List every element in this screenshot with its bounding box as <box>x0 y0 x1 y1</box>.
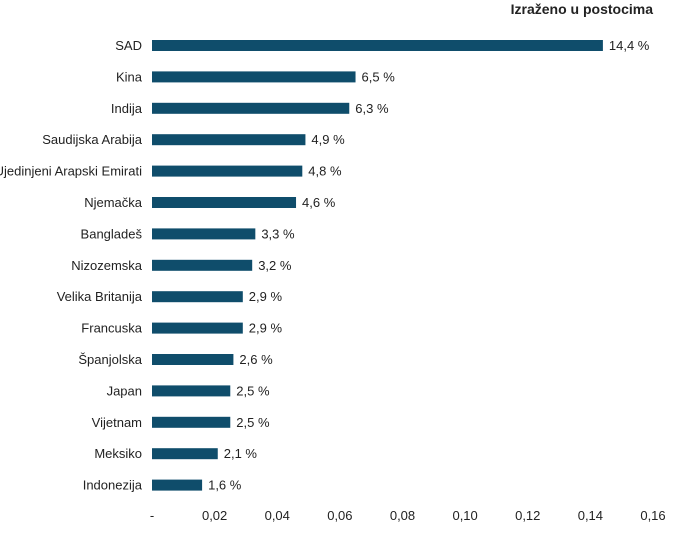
data-label: 2,5 % <box>236 383 270 398</box>
data-label: 1,6 % <box>208 478 242 493</box>
x-tick-label: 0,16 <box>640 508 665 523</box>
category-label: Francuska <box>81 321 142 336</box>
bar <box>152 416 231 428</box>
bar <box>152 322 243 334</box>
category-label: Ujedinjeni Arapski Emirati <box>0 164 142 179</box>
bar <box>152 165 303 177</box>
data-label: 2,5 % <box>236 415 270 430</box>
bar <box>152 197 297 208</box>
category-label: Španjolska <box>78 352 142 367</box>
category-label: Saudijska Arabija <box>42 132 142 147</box>
bars: SAD 14,4 % Kina 6,5 % Indija 6,3 % Saudijska A… <box>0 38 650 493</box>
bar <box>152 259 253 271</box>
x-tick-label: 0,08 <box>390 508 415 523</box>
data-label: 6,3 % <box>355 101 389 116</box>
category-label: Japan <box>107 383 142 398</box>
x-tick-label: 0,14 <box>578 508 603 523</box>
category-label: Velika Britanija <box>57 289 143 304</box>
bar <box>152 134 306 146</box>
bar <box>152 40 603 51</box>
unit-note: Izraženo u postocima <box>511 1 654 17</box>
x-tick-label: 0,10 <box>452 508 477 523</box>
bar <box>152 291 243 303</box>
data-label: 2,1 % <box>224 446 258 461</box>
x-axis-ticks: - 0,02 0,04 0,06 0,08 0,10 0,12 0,14 0,16 <box>150 508 666 523</box>
data-label: 4,6 % <box>302 195 336 210</box>
category-label: Bangladeš <box>81 226 143 241</box>
data-label: 4,9 % <box>311 132 345 147</box>
x-tick-label: - <box>150 508 154 523</box>
x-tick-label: 0,06 <box>327 508 352 523</box>
data-label: 2,9 % <box>249 289 283 304</box>
data-label: 3,2 % <box>258 258 292 273</box>
category-label: Meksiko <box>94 446 142 461</box>
bar <box>152 448 218 460</box>
x-tick-label: 0,02 <box>202 508 227 523</box>
category-label: Nizozemska <box>71 258 143 273</box>
data-label: 6,5 % <box>362 69 396 84</box>
data-label: 2,9 % <box>249 321 283 336</box>
category-label: Njemačka <box>84 195 143 210</box>
category-label: Indonezija <box>83 478 143 493</box>
bar <box>152 354 234 365</box>
category-label: Vijetnam <box>92 415 142 430</box>
data-label: 3,3 % <box>261 226 295 241</box>
category-label: Indija <box>111 101 143 116</box>
x-tick-label: 0,12 <box>515 508 540 523</box>
data-label: 14,4 % <box>609 38 650 53</box>
category-label: SAD <box>115 38 142 53</box>
bar <box>152 385 231 397</box>
x-tick-label: 0,04 <box>265 508 290 523</box>
bar <box>152 479 203 491</box>
bar <box>152 71 356 83</box>
data-label: 2,6 % <box>239 352 273 367</box>
bar <box>152 102 350 114</box>
bar <box>152 228 256 240</box>
data-label: 4,8 % <box>308 164 342 179</box>
category-label: Kina <box>116 69 143 84</box>
